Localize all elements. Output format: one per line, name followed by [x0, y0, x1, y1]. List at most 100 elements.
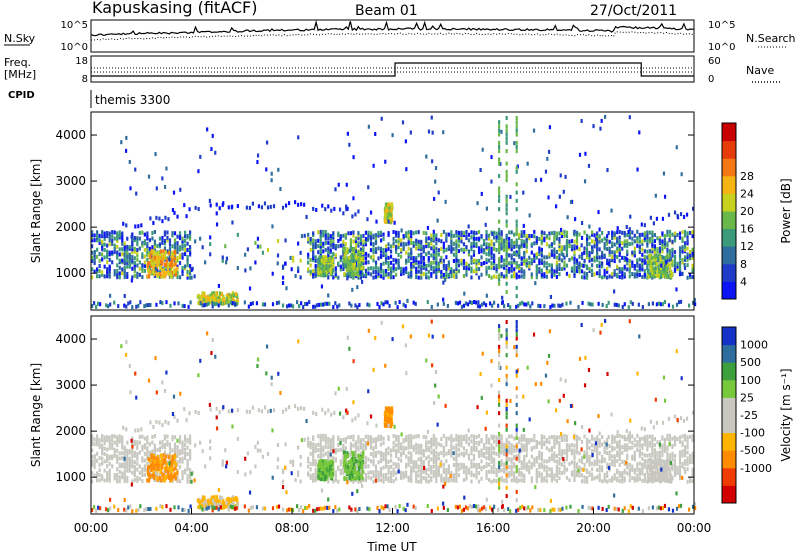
velocity-cell	[487, 469, 491, 474]
velocity-cell	[389, 448, 393, 453]
power-cell	[513, 267, 516, 272]
velocity-cell	[178, 459, 182, 464]
velocity-cell	[106, 435, 109, 440]
power-cell	[477, 250, 481, 255]
velocity-cell	[570, 470, 574, 475]
power-cell	[498, 277, 501, 282]
velocity-cell	[108, 435, 111, 440]
power-cell	[575, 241, 579, 246]
velocity-cell	[596, 446, 599, 451]
power-cell	[520, 233, 523, 238]
power-cell	[482, 301, 486, 306]
power-cell	[606, 266, 609, 271]
power-cell	[653, 239, 656, 244]
power-cell	[510, 230, 513, 235]
power-cell	[435, 233, 438, 238]
velocity-cell	[352, 479, 355, 484]
power-cell	[631, 301, 634, 306]
velocity-cell	[111, 438, 114, 443]
velocity-cell	[490, 459, 493, 464]
power-cell	[101, 272, 104, 277]
power-cell	[345, 182, 348, 187]
velocity-cell	[367, 434, 370, 439]
power-cell	[415, 238, 418, 243]
power-cell	[665, 268, 668, 273]
velocity-cell	[445, 467, 448, 472]
power-cell	[591, 248, 594, 253]
velocity-cell	[457, 434, 461, 439]
velocity-cell	[553, 443, 556, 448]
power-cell	[673, 260, 677, 265]
power-cell	[646, 239, 649, 244]
power-cell	[352, 230, 355, 235]
velocity-cell	[487, 446, 491, 451]
velocity-cell	[447, 448, 450, 453]
power-cell	[515, 261, 518, 266]
power-cell	[589, 302, 592, 307]
velocity-cell	[538, 462, 541, 467]
power-cell	[596, 257, 599, 262]
power-cell	[342, 239, 345, 244]
power-cell	[415, 260, 418, 265]
velocity-cell	[588, 446, 591, 451]
power-cell	[318, 272, 321, 277]
power-cell	[327, 264, 330, 269]
velocity-cell	[297, 472, 300, 477]
power-cell	[226, 293, 229, 298]
power-cell	[447, 260, 450, 265]
velocity-cell	[176, 473, 179, 478]
velocity-cell	[327, 458, 330, 463]
velocity-cell	[467, 453, 471, 458]
power-cell	[364, 239, 368, 244]
power-cell	[445, 263, 448, 268]
velocity-cell	[585, 451, 589, 456]
power-cell	[101, 244, 104, 249]
velocity-cell	[500, 468, 503, 473]
power-cell	[277, 167, 280, 172]
velocity-cell	[322, 437, 325, 442]
power-cell	[336, 304, 339, 309]
power-cell	[425, 154, 428, 159]
velocity-cell	[133, 450, 136, 455]
noise-right-tick-top: 10^5	[708, 20, 735, 31]
power-cell	[123, 265, 126, 270]
power-cell	[691, 230, 694, 235]
velocity-cell	[540, 434, 543, 439]
velocity-cell	[498, 437, 501, 442]
power-cell	[123, 293, 126, 298]
power-cell	[561, 302, 564, 307]
power-cell	[158, 250, 162, 255]
power-cell	[688, 230, 692, 235]
velocity-cell	[596, 450, 599, 455]
velocity-cell	[530, 446, 533, 451]
velocity-cell	[108, 470, 111, 475]
velocity-cell	[188, 479, 192, 484]
power-cell	[118, 247, 121, 252]
power-cell	[327, 254, 330, 259]
velocity-cell	[606, 451, 609, 456]
power-cell	[357, 241, 360, 246]
power-cell	[676, 213, 679, 218]
power-cell	[548, 269, 551, 274]
power-cell	[212, 291, 216, 296]
velocity-cell	[113, 476, 116, 481]
velocity-cell	[405, 446, 408, 451]
power-cell	[197, 300, 200, 305]
velocity-cell	[558, 440, 561, 445]
power-cell	[651, 233, 654, 238]
velocity-cell	[533, 457, 536, 462]
power-cell	[153, 272, 156, 277]
velocity-cell	[467, 442, 471, 447]
power-cell	[575, 265, 579, 270]
velocity-cell	[520, 446, 523, 451]
power-cell	[188, 207, 191, 212]
velocity-cell	[490, 454, 493, 459]
power-cell	[663, 264, 667, 269]
power-cell	[641, 258, 644, 263]
power-cell	[188, 271, 192, 276]
power-cell	[364, 256, 368, 261]
power-cell	[246, 247, 249, 252]
power-cell	[346, 276, 349, 281]
power-cell	[607, 261, 611, 266]
power-cell	[203, 303, 206, 308]
